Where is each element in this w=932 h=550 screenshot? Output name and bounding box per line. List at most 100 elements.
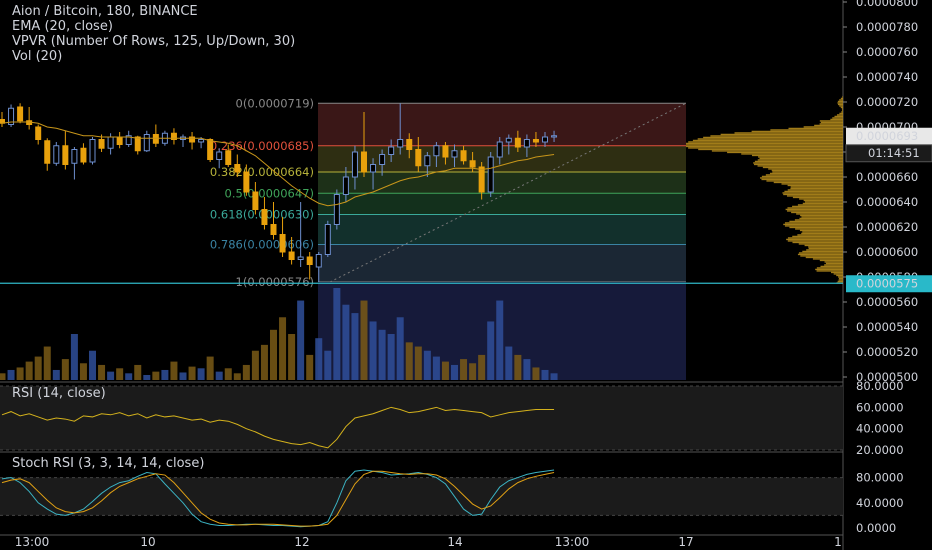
volume-bar: [324, 350, 332, 380]
candle-body: [478, 166, 485, 193]
volume-bar: [7, 369, 15, 380]
vpvr-row: [684, 142, 843, 145]
volume-bar: [107, 371, 115, 380]
price-tick-label: 0.0000560: [856, 295, 918, 309]
rsi-pane: [0, 385, 843, 451]
volume-bar: [233, 373, 241, 380]
rsi-tick-label: 20.0000: [856, 443, 904, 457]
vpvr-row: [791, 211, 843, 214]
volume-bar: [532, 367, 540, 380]
price-axis[interactable]: 0.0000800 0.0000780 0.0000760 0.0000740 0.00…: [843, 0, 932, 535]
fib-level-label: 1(0.0000576): [236, 275, 314, 289]
price-tick-label: 0.0000620: [856, 220, 918, 234]
vpvr-row: [820, 265, 843, 268]
ema-legend[interactable]: EMA (20, close): [12, 19, 113, 34]
volume-bar: [25, 361, 33, 380]
vpvr-row: [697, 138, 843, 140]
vpvr-row: [698, 148, 843, 151]
volume-bar: [432, 356, 440, 380]
vpvr-row: [838, 276, 843, 278]
vpvr-row: [710, 135, 843, 137]
vpvr-row: [754, 160, 843, 163]
volume-bar: [315, 338, 323, 380]
candle-body: [523, 139, 530, 148]
fib-zone: [318, 172, 686, 194]
vpvr-row: [801, 216, 843, 218]
vpvr-row: [787, 184, 843, 187]
vpvr-row: [753, 162, 843, 164]
volume-bar: [125, 373, 133, 380]
vpvr-row: [792, 205, 843, 208]
volume-bar: [351, 313, 359, 380]
vpvr-row: [751, 130, 843, 133]
volume-bar: [16, 367, 24, 380]
symbol-title[interactable]: Aion / Bitcoin, 180, BINANCE: [12, 4, 198, 19]
vpvr-row: [787, 210, 843, 212]
price-tick-label: 0.0000540: [856, 320, 918, 334]
vpvr-row: [819, 123, 843, 125]
vpvr-row: [840, 106, 843, 109]
vpvr-row: [711, 150, 843, 152]
volume-bar: [396, 317, 404, 380]
vpvr-row: [727, 151, 843, 154]
vpvr-row: [802, 202, 843, 205]
vpvr-row: [841, 111, 843, 113]
volume-bar: [523, 359, 531, 380]
vol-legend[interactable]: Vol (20): [12, 49, 63, 64]
volume-bar: [460, 359, 468, 380]
volume-profile: [681, 96, 843, 284]
time-tick-label: 17: [678, 535, 693, 549]
vpvr-row: [720, 133, 843, 136]
time-tick-label: 10: [140, 535, 155, 549]
vpvr-row: [789, 226, 843, 229]
vpvr-row: [773, 181, 843, 184]
volume-bar: [496, 300, 504, 380]
vpvr-row: [795, 228, 843, 230]
time-axis[interactable]: 13:00 10 12 14 13:00 17 1: [15, 535, 842, 549]
vpvr-row: [839, 99, 843, 101]
vpvr-row: [839, 105, 843, 107]
stoch-legend[interactable]: Stoch RSI (3, 3, 14, 14, close): [12, 456, 205, 471]
candle-body: [17, 106, 24, 122]
vpvr-row: [759, 157, 843, 160]
candle-body: [8, 107, 15, 125]
candle-body: [460, 150, 467, 162]
candle-body: [379, 154, 386, 165]
vpvr-row: [800, 255, 843, 257]
vpvr-row: [792, 235, 843, 238]
volume-bar: [134, 364, 142, 380]
vpvr-row: [804, 244, 843, 247]
volume-bar: [333, 288, 341, 380]
vpvr-row: [765, 174, 843, 176]
candle-body: [71, 149, 78, 164]
candle-body: [333, 194, 340, 225]
vpvr-row: [753, 163, 843, 166]
vpvr-row: [839, 112, 843, 115]
volume-bar: [0, 373, 6, 380]
vpvr-row: [761, 178, 843, 181]
vpvr-legend[interactable]: VPVR (Number Of Rows, 125, Up/Down, 30): [12, 34, 296, 49]
fib-level-label: 0.786(0.0000606): [210, 238, 314, 252]
vpvr-row: [790, 186, 843, 188]
price-tick-label: 0.0000600: [856, 245, 918, 259]
rsi-legend[interactable]: RSI (14, close): [12, 386, 106, 401]
vpvr-row: [837, 102, 843, 104]
volume-bar: [297, 300, 305, 380]
vpvr-row: [840, 97, 843, 100]
vpvr-row: [803, 199, 843, 202]
main-legend: Aion / Bitcoin, 180, BINANCE EMA (20, cl…: [12, 4, 295, 64]
candle-body: [207, 139, 214, 160]
vpvr-row: [830, 118, 843, 121]
vpvr-row: [783, 223, 843, 226]
candle-body: [306, 256, 313, 265]
fib-level-label: 0.236(0.0000685): [210, 139, 314, 153]
volume-bar: [441, 361, 449, 380]
vpvr-row: [789, 220, 843, 223]
vpvr-row: [836, 114, 843, 116]
candle-body: [189, 136, 196, 143]
candle-body: [505, 137, 512, 143]
fib-zone: [318, 214, 686, 245]
volume-bar: [224, 368, 232, 380]
vpvr-row: [800, 214, 843, 217]
